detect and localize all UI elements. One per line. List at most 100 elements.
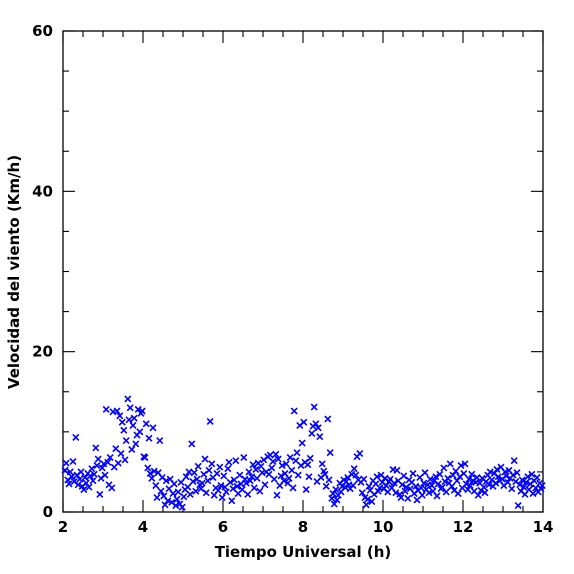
data-point [454, 490, 462, 498]
data-point [216, 463, 224, 471]
data-point [436, 470, 444, 478]
x-tick-label: 2 [58, 518, 68, 536]
data-point [286, 453, 294, 462]
data-point [201, 455, 209, 463]
data-point [221, 483, 229, 491]
x-tick-label: 4 [138, 518, 148, 536]
data-point [330, 500, 338, 508]
data-point [117, 449, 125, 458]
data-point [312, 420, 320, 428]
data-point [361, 494, 369, 502]
data-point [200, 470, 208, 478]
data-point [400, 472, 408, 480]
data-point [298, 439, 306, 447]
data-point [77, 468, 85, 476]
data-point [325, 476, 333, 484]
data-point [266, 451, 274, 459]
data-point [132, 440, 140, 448]
data-point [180, 493, 188, 501]
data-point [129, 421, 137, 429]
y-tick-label: 40 [32, 182, 53, 200]
data-point [125, 416, 133, 424]
data-point [328, 494, 336, 502]
y-tick-label: 0 [43, 503, 53, 521]
data-point [509, 471, 517, 479]
data-point [146, 469, 154, 478]
axis-ticks [62, 30, 544, 513]
data-point [265, 470, 273, 478]
data-point [374, 487, 382, 495]
data-point [305, 473, 313, 481]
data-point [360, 475, 368, 483]
data-point [238, 486, 246, 494]
data-point [90, 470, 98, 478]
data-point [208, 460, 216, 468]
data-point [440, 464, 448, 472]
data-point [502, 472, 510, 480]
data-point [193, 475, 201, 483]
data-point [177, 478, 185, 486]
data-point [446, 460, 454, 468]
data-point [398, 481, 406, 489]
data-point [418, 491, 426, 499]
data-point [417, 484, 425, 492]
data-point [409, 469, 417, 478]
data-point [149, 424, 157, 432]
data-point [118, 418, 126, 426]
data-point [101, 471, 109, 479]
data-point [96, 490, 104, 498]
data-point [428, 482, 436, 490]
data-point [510, 457, 518, 465]
data-point [240, 453, 248, 462]
data-point [94, 455, 102, 463]
data-point [141, 453, 149, 462]
data-point [233, 482, 241, 490]
data-point [368, 498, 376, 506]
data-point [492, 479, 500, 487]
data-point [529, 490, 537, 498]
data-point [268, 464, 276, 472]
data-point [249, 461, 257, 469]
data-point [226, 478, 234, 486]
data-point [248, 473, 256, 481]
data-point [72, 433, 80, 441]
data-point [130, 414, 138, 422]
data-point [253, 474, 261, 482]
data-point [81, 473, 89, 482]
data-point [145, 434, 153, 442]
data-point [382, 482, 390, 490]
data-point [192, 487, 200, 495]
data-point [294, 471, 302, 479]
data-point [152, 482, 160, 490]
data-point [474, 491, 482, 499]
data-point [252, 465, 260, 474]
data-point [453, 477, 461, 485]
data-point [229, 485, 237, 493]
data-point [518, 476, 526, 484]
data-point [113, 407, 121, 415]
data-point [198, 479, 206, 487]
data-point [184, 483, 192, 491]
data-point [396, 490, 404, 498]
data-point [302, 486, 310, 494]
data-point [332, 486, 340, 494]
data-point [69, 457, 77, 466]
data-point [138, 407, 146, 415]
data-point [89, 477, 97, 485]
data-point [173, 495, 181, 503]
data-point [272, 450, 280, 458]
data-point [277, 472, 285, 480]
data-point [433, 492, 441, 500]
data-point [320, 467, 328, 475]
data-point [102, 405, 110, 413]
data-point [350, 465, 358, 473]
data-point [245, 468, 253, 476]
data-point [282, 460, 290, 468]
data-point [120, 426, 128, 434]
data-point [62, 459, 70, 467]
data-point [108, 484, 116, 492]
data-point [412, 482, 420, 490]
data-point [232, 457, 240, 465]
data-point [461, 460, 469, 468]
